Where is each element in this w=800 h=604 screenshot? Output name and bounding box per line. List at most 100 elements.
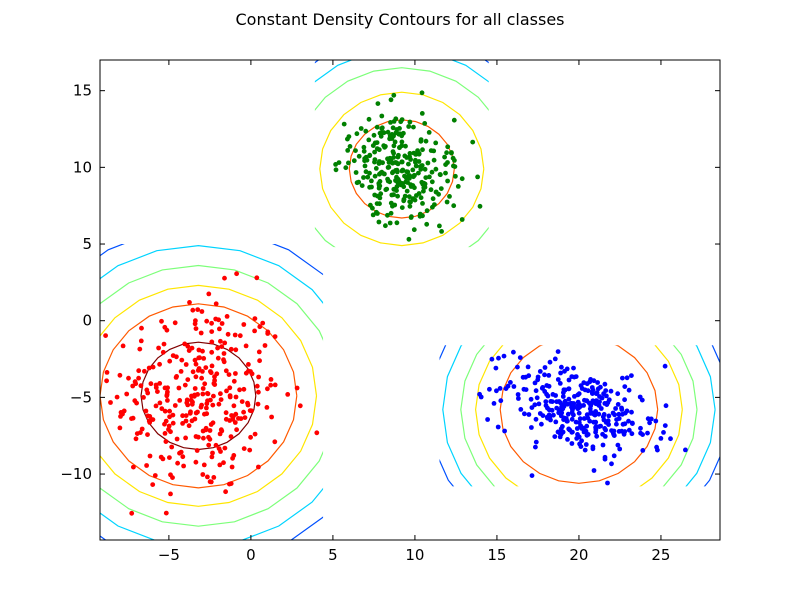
- data-point: [543, 399, 549, 404]
- data-point: [615, 442, 621, 448]
- data-point: [442, 154, 447, 160]
- data-point: [537, 411, 543, 416]
- data-point: [368, 202, 373, 208]
- data-point: [542, 372, 547, 378]
- data-point: [260, 320, 266, 326]
- data-point: [252, 316, 258, 321]
- data-point: [226, 372, 232, 377]
- data-point: [597, 399, 602, 405]
- data-point: [487, 386, 492, 392]
- data-point: [576, 410, 582, 416]
- data-point: [185, 343, 191, 349]
- data-point: [629, 431, 635, 437]
- data-point: [398, 180, 403, 186]
- data-point: [150, 364, 156, 370]
- data-point: [165, 398, 170, 403]
- data-point: [188, 409, 193, 415]
- data-point: [256, 349, 262, 355]
- data-point: [582, 447, 588, 453]
- data-point: [192, 357, 198, 363]
- data-point: [394, 127, 400, 132]
- data-point: [560, 406, 566, 412]
- data-point: [616, 429, 622, 434]
- data-point: [588, 411, 594, 416]
- data-point: [404, 188, 410, 194]
- data-point: [160, 456, 166, 462]
- data-point: [640, 448, 646, 453]
- data-point: [264, 405, 270, 410]
- data-point: [577, 416, 583, 422]
- data-point: [617, 446, 623, 452]
- data-point: [362, 163, 368, 169]
- data-point: [117, 372, 123, 378]
- contour-line: [100, 303, 298, 489]
- data-point: [183, 435, 189, 441]
- data-point: [245, 400, 250, 406]
- data-point: [215, 345, 221, 351]
- data-point: [148, 381, 154, 387]
- data-point: [200, 348, 205, 354]
- data-point: [185, 402, 191, 408]
- data-point: [622, 421, 628, 427]
- data-point: [451, 203, 457, 209]
- data-point: [131, 464, 136, 470]
- data-point: [178, 369, 184, 374]
- data-point: [494, 388, 499, 394]
- data-point: [211, 475, 217, 480]
- data-point: [508, 380, 513, 385]
- data-point: [544, 391, 549, 397]
- data-point: [615, 402, 621, 407]
- data-point: [196, 355, 202, 361]
- data-point: [294, 385, 300, 391]
- data-point: [395, 154, 401, 160]
- data-point: [397, 145, 402, 151]
- data-point: [193, 459, 199, 465]
- data-point: [272, 334, 278, 339]
- y-tick-label: 5: [82, 235, 92, 253]
- data-point: [367, 153, 372, 159]
- data-point: [169, 444, 175, 450]
- data-point: [422, 121, 428, 126]
- data-point: [178, 449, 184, 455]
- data-point: [255, 401, 261, 407]
- data-point: [247, 408, 253, 413]
- data-point: [214, 371, 220, 377]
- x-tick-label: 5: [328, 546, 338, 564]
- data-point: [377, 195, 383, 201]
- data-point: [241, 386, 247, 392]
- data-point: [198, 404, 204, 410]
- data-point: [594, 390, 600, 396]
- data-point: [533, 388, 539, 394]
- data-point: [548, 399, 554, 404]
- data-point: [272, 439, 278, 445]
- data-point: [207, 479, 213, 485]
- data-point: [210, 450, 215, 456]
- contour-line: [314, 67, 489, 248]
- data-point: [133, 436, 139, 442]
- data-point: [173, 375, 179, 380]
- data-point: [533, 444, 538, 450]
- data-point: [420, 201, 425, 206]
- data-point: [620, 411, 625, 417]
- data-point: [241, 409, 247, 415]
- data-point: [190, 399, 195, 405]
- data-point: [183, 418, 189, 424]
- data-point: [495, 424, 501, 430]
- data-point: [521, 386, 527, 392]
- data-point: [359, 183, 365, 189]
- data-point: [574, 426, 580, 431]
- data-point: [222, 340, 228, 346]
- data-point: [394, 174, 399, 180]
- data-point: [167, 408, 173, 414]
- x-tick-label: 0: [246, 546, 256, 564]
- data-point: [361, 175, 366, 180]
- data-point: [233, 347, 239, 353]
- data-point: [136, 368, 142, 374]
- data-point: [223, 489, 229, 495]
- data-point: [526, 412, 532, 417]
- data-point: [529, 473, 535, 478]
- axes-frame: [99, 59, 721, 541]
- data-point: [584, 412, 590, 418]
- data-point: [196, 366, 202, 371]
- data-point: [219, 428, 225, 434]
